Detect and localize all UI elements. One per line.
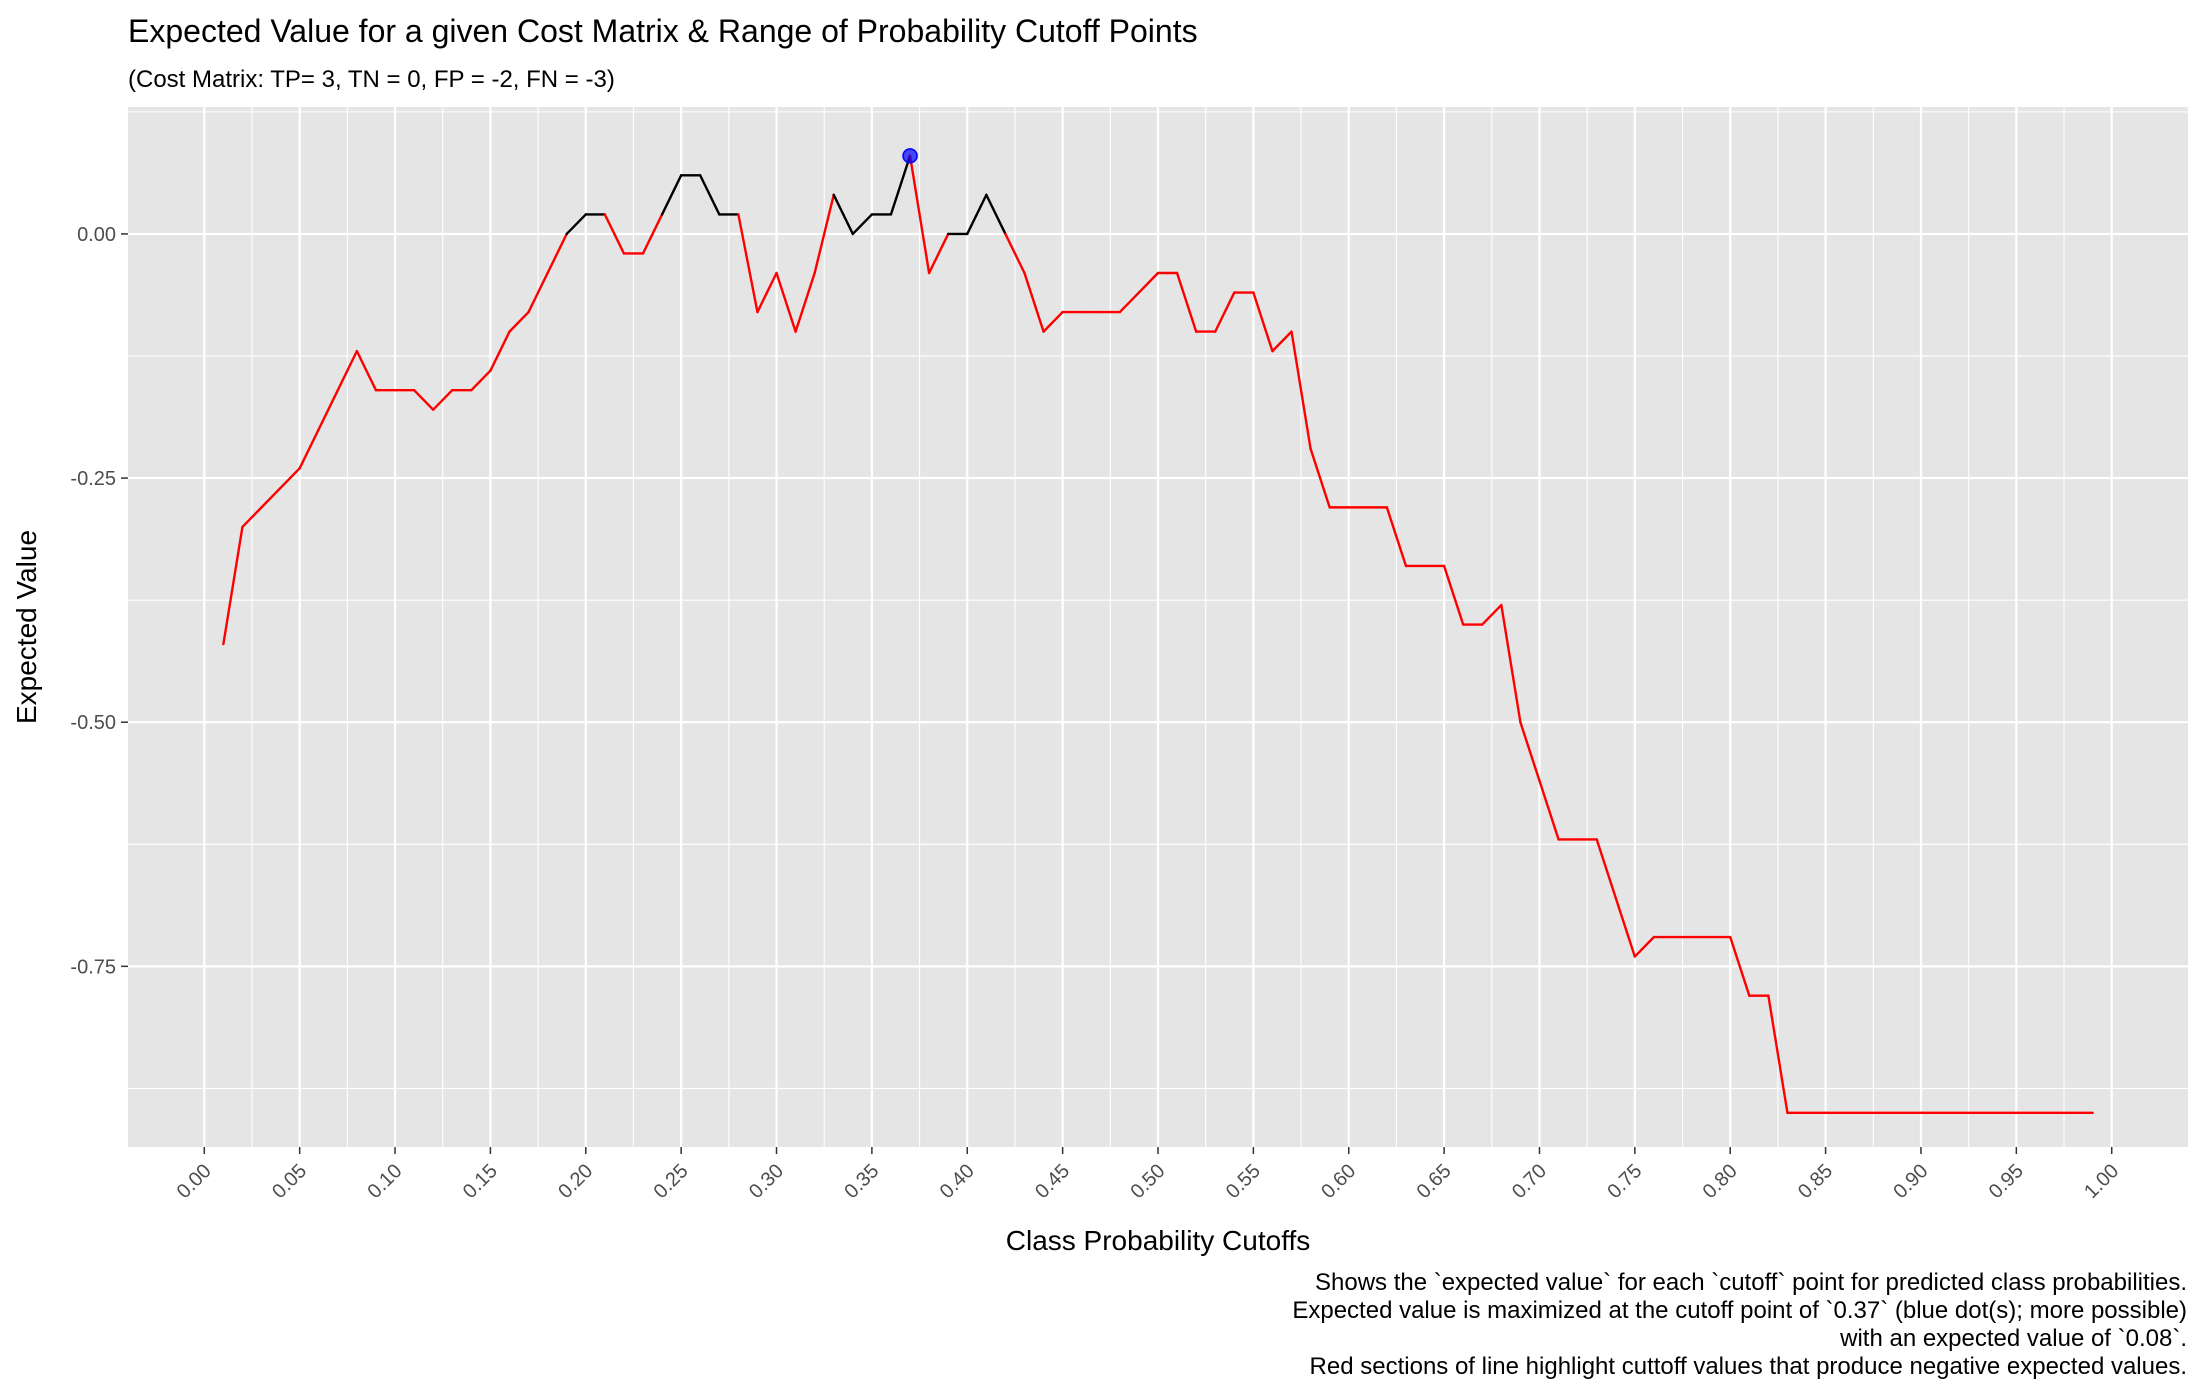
series-segment	[603, 213, 626, 255]
series-segment	[1175, 271, 1198, 333]
x-axis-title: Class Probability Cutoffs	[1006, 1225, 1311, 1256]
series-segment	[699, 174, 721, 216]
series-segment	[1595, 838, 1617, 900]
series-segment	[1042, 310, 1064, 333]
series-segment	[1118, 291, 1141, 314]
series-segment	[927, 232, 950, 275]
series-segment	[1214, 291, 1236, 333]
y-axis: 0.00 -0.25 -0.50 -0.75	[70, 224, 128, 978]
series-segment	[470, 369, 492, 392]
series-segment	[222, 525, 244, 646]
series-segment	[1614, 896, 1637, 958]
x-tick-label: 0.20	[554, 1160, 597, 1203]
x-tick-label: 1.00	[2080, 1160, 2123, 1203]
chart-caption: Shows the `expected value` for each `cut…	[1292, 1269, 2187, 1380]
x-tick-label: 0.10	[363, 1160, 406, 1203]
series-segment	[241, 506, 263, 529]
x-tick-label: 0.30	[745, 1160, 788, 1203]
series-segment	[1004, 232, 1026, 275]
series-segment	[1481, 603, 1503, 626]
x-tick-label: 0.55	[1222, 1160, 1265, 1203]
x-tick-label: 0.50	[1126, 1160, 1169, 1203]
series-segment	[336, 349, 359, 392]
x-tick-label: 0.35	[840, 1160, 883, 1203]
series-segment	[889, 154, 912, 216]
series-segment	[565, 213, 587, 236]
series-segment	[317, 388, 340, 431]
series-segment	[908, 154, 931, 275]
series-segment	[1271, 330, 1293, 353]
series-segment	[660, 174, 683, 216]
series-segment	[1538, 779, 1560, 841]
series-segment	[279, 467, 301, 490]
y-tick-label: -0.75	[70, 956, 116, 978]
x-tick-label: 0.05	[268, 1160, 311, 1203]
series-segment	[851, 213, 874, 236]
x-tick-label: 0.70	[1508, 1160, 1551, 1203]
series-segment	[1519, 721, 1541, 783]
series-segment	[546, 232, 568, 275]
series-segment	[508, 310, 530, 333]
series-segment	[985, 193, 1007, 236]
series-segment	[966, 193, 988, 236]
series-segment	[1385, 506, 1408, 568]
series-segment	[431, 388, 454, 411]
series-line	[222, 154, 2094, 1115]
series-segment	[1767, 994, 1789, 1115]
series-segment	[737, 213, 759, 314]
x-tick-label: 0.25	[650, 1160, 693, 1203]
series-segment	[489, 330, 511, 372]
series-segment	[527, 271, 549, 314]
series-segment	[298, 428, 320, 470]
max-points	[902, 148, 918, 164]
x-tick-label: 0.00	[173, 1160, 216, 1203]
caption-line: Red sections of line highlight cuttoff v…	[1310, 1353, 2187, 1380]
series-segment	[794, 271, 816, 333]
x-axis: 0.00 0.05 0.10 0.15 0.20 0.25 0.30 0.35 0.40 0.45…	[173, 1147, 2123, 1203]
series-segment	[1633, 935, 1656, 958]
series-segment	[412, 388, 435, 411]
series-segment	[1309, 447, 1331, 509]
y-tick-label: -0.50	[70, 712, 116, 734]
series-segment	[1442, 564, 1465, 626]
x-tick-label: 0.65	[1413, 1160, 1456, 1203]
chart-subtitle: (Cost Matrix: TP= 3, TN = 0, FP = -2, FN…	[128, 66, 615, 93]
caption-line: Expected value is maximized at the cutof…	[1292, 1297, 2187, 1324]
series-segment	[813, 193, 835, 275]
series-segment	[1290, 330, 1312, 450]
y-axis-title: Expected Value	[11, 530, 42, 724]
series-segment	[832, 193, 855, 236]
series-segment	[1500, 603, 1522, 724]
series-segment	[756, 271, 778, 314]
series-segment	[1252, 291, 1274, 353]
x-tick-label: 0.80	[1699, 1160, 1742, 1203]
x-tick-label: 0.85	[1794, 1160, 1837, 1203]
caption-line: with an expected value of `0.08`.	[1839, 1325, 2187, 1352]
caption-line: Shows the `expected value` for each `cut…	[1315, 1269, 2187, 1296]
major-grid	[128, 107, 2188, 1147]
x-tick-label: 0.75	[1603, 1160, 1646, 1203]
x-tick-label: 0.60	[1317, 1160, 1360, 1203]
series-segment	[1137, 271, 1160, 294]
series-segment	[1023, 271, 1045, 333]
x-tick-label: 0.45	[1031, 1160, 1074, 1203]
chart-title: Expected Value for a given Cost Matrix &…	[128, 13, 1198, 49]
series-segment	[641, 213, 664, 255]
series-segment	[260, 486, 282, 509]
x-tick-label: 0.95	[1985, 1160, 2028, 1203]
max-point	[902, 148, 918, 164]
series-segment	[775, 271, 797, 333]
x-tick-label: 0.90	[1889, 1160, 1932, 1203]
series-segment	[355, 349, 378, 392]
x-tick-label: 0.40	[936, 1160, 979, 1203]
series-segment	[1729, 935, 1751, 997]
y-tick-label: 0.00	[77, 224, 116, 246]
y-tick-label: -0.25	[70, 468, 116, 490]
x-tick-label: 0.15	[459, 1160, 502, 1203]
